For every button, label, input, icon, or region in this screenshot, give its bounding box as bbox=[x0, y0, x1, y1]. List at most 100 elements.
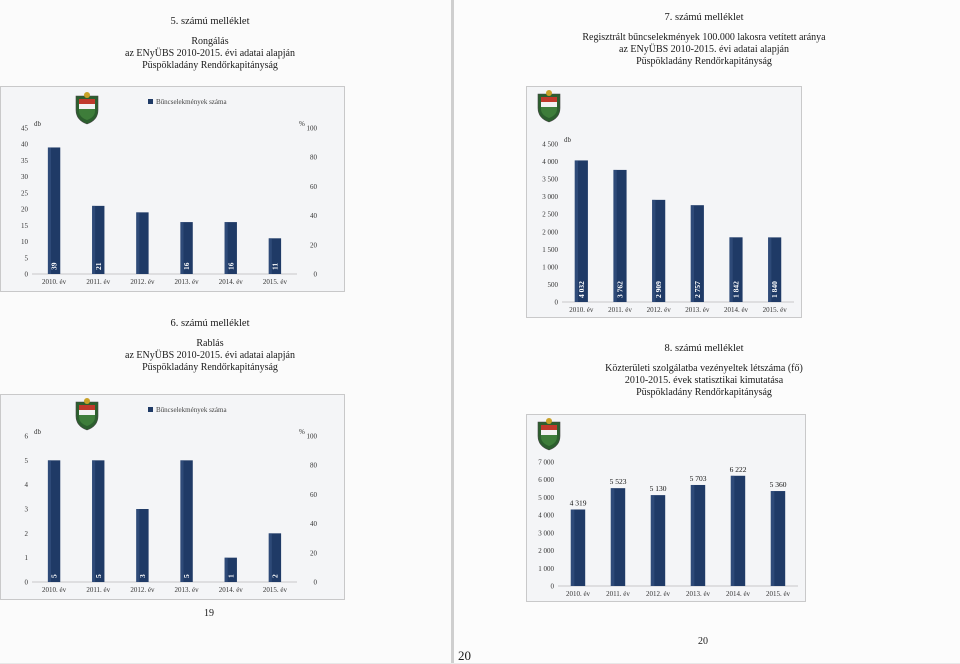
chart8-svg: 0 1 000 2 000 3 000 4 000 5 000 6 000 7 000 4 31… bbox=[526, 414, 806, 602]
chart6-ytick-label: 6 bbox=[25, 433, 29, 441]
chart7-ytick-label: 2 000 bbox=[542, 228, 558, 236]
chart8-value-label: 5 130 bbox=[650, 484, 667, 493]
chart8-ytick-label: 2 000 bbox=[538, 547, 554, 555]
chart5-title-line-3: Püspökladány Rendőrkapitányság bbox=[142, 60, 278, 71]
chart7-bar bbox=[574, 160, 588, 302]
chart7-category-label: 2012. év bbox=[647, 306, 672, 314]
chart5-legend-label: Bűncselekmények száma bbox=[156, 98, 227, 106]
chart5-title-line-1: Rongálás bbox=[191, 36, 229, 47]
chart5-ytick-label: 5 bbox=[25, 254, 29, 262]
chart7-category-label: 2014. év bbox=[724, 306, 749, 314]
chart5-y2tick-label: 100 bbox=[307, 125, 318, 133]
chart5-value-label: 39 bbox=[50, 262, 59, 270]
chart7-value-label: 1 840 bbox=[770, 281, 779, 298]
chart5-y-axis-unit: db bbox=[34, 120, 42, 128]
page-gutter bbox=[451, 0, 455, 663]
chart8-figure: 0 1 000 2 000 3 000 4 000 5 000 6 000 7 000 4 31… bbox=[526, 414, 806, 602]
chart7-bar bbox=[652, 199, 666, 302]
chart8-bar-highlight bbox=[690, 484, 695, 586]
chart8-ytick-label: 1 000 bbox=[538, 565, 554, 573]
chart5-value-label: 16 bbox=[182, 262, 191, 270]
chart5-ytick-label: 40 bbox=[21, 141, 29, 149]
chart6-bar-highlight bbox=[47, 460, 51, 582]
chart7-value-label: 2 757 bbox=[693, 281, 702, 298]
chart5-ytick-label: 0 bbox=[25, 271, 29, 279]
chart7-heading: 7. számú melléklet Regisztrált bűncselek… bbox=[534, 12, 874, 68]
chart8-ytick-label: 3 000 bbox=[538, 529, 554, 537]
chart8-annex-label: 8. számú melléklet bbox=[664, 343, 744, 354]
chart6-category-label: 2011. év bbox=[86, 586, 110, 594]
chart8-title-line-3: Püspökladány Rendőrkapitányság bbox=[636, 387, 772, 398]
chart6-category-label: 2010. év bbox=[42, 586, 67, 594]
chart5-heading: 5. számú melléklet Rongálás az ENyÜBS 20… bbox=[80, 16, 340, 72]
chart7-ytick-label: 3 000 bbox=[542, 193, 558, 201]
chart7-bar-highlight bbox=[690, 205, 695, 302]
chart6-category-label: 2013. év bbox=[175, 586, 200, 594]
chart6-value-label: 5 bbox=[94, 574, 103, 578]
chart8-category-label: 2013. év bbox=[686, 590, 711, 598]
chart8-heading: 8. számú melléklet Közterületi szolgálat… bbox=[524, 343, 884, 399]
chart6-legend-label: Bűncselekmények száma bbox=[156, 406, 227, 414]
chart7-bar-highlight bbox=[768, 237, 772, 302]
chart8-ytick-label: 0 bbox=[551, 583, 555, 591]
chart6-y2-axis-unit: % bbox=[299, 428, 305, 436]
chart8-bar bbox=[730, 475, 746, 586]
chart5-bar-highlight bbox=[47, 147, 51, 274]
chart5-category-label: 2010. év bbox=[42, 278, 67, 286]
chart7-category-label: 2010. év bbox=[569, 306, 594, 314]
chart6-title-line-2: az ENyÜBS 2010-2015. évi adatai alapján bbox=[125, 350, 295, 361]
chart6-category-label: 2014. év bbox=[219, 586, 244, 594]
chart8-bar-highlight bbox=[570, 509, 575, 586]
chart7-value-label: 2 909 bbox=[654, 281, 663, 298]
chart5-category-label: 2015. év bbox=[263, 278, 288, 286]
chart7-annex-label: 7. számú melléklet bbox=[664, 12, 744, 23]
chart6-ytick-label: 4 bbox=[25, 481, 29, 489]
chart8-bar-highlight bbox=[730, 475, 735, 586]
chart5-police-logo-icon bbox=[75, 92, 99, 125]
chart7-value-label: 3 762 bbox=[616, 281, 625, 298]
chart8-bar bbox=[610, 488, 626, 586]
chart7-bar-highlight bbox=[613, 169, 617, 302]
chart5-bar-highlight bbox=[268, 238, 272, 274]
chart5-y2tick-label: 60 bbox=[310, 183, 318, 191]
chart7-ytick-label: 4 000 bbox=[542, 158, 558, 166]
chart5-bar bbox=[180, 222, 193, 274]
chart7-bar-highlight bbox=[574, 160, 579, 302]
chart5-category-label: 2011. év bbox=[86, 278, 110, 286]
chart6-y2tick-label: 0 bbox=[314, 579, 318, 587]
chart7-police-logo-icon bbox=[537, 90, 561, 123]
chart7-ytick-label: 500 bbox=[548, 281, 559, 289]
chart6-ytick-label: 5 bbox=[25, 457, 29, 465]
chart8-bar bbox=[770, 491, 786, 586]
chart7-bar-highlight bbox=[729, 237, 733, 302]
chart8-value-label: 6 222 bbox=[730, 465, 747, 474]
chart5-y2tick-label: 0 bbox=[314, 271, 318, 279]
chart5-legend-swatch bbox=[148, 99, 153, 104]
chart7-bar-highlight bbox=[652, 199, 656, 302]
chart5-ytick-label: 20 bbox=[21, 206, 29, 214]
chart8-title-line-2: 2010-2015. évek statisztikai kimutatása bbox=[624, 375, 784, 386]
chart7-ytick-label: 1 000 bbox=[542, 263, 558, 271]
chart5-ytick-label: 30 bbox=[21, 173, 29, 181]
chart5-annex-label: 5. számú melléklet bbox=[170, 16, 250, 27]
chart8-bar bbox=[650, 495, 666, 586]
chart7-value-label: 1 842 bbox=[732, 281, 741, 298]
chart6-annex-label: 6. számú melléklet bbox=[170, 318, 250, 329]
right-page: 7. számú melléklet Regisztrált bűncselek… bbox=[454, 0, 960, 663]
chart8-ytick-label: 7 000 bbox=[538, 459, 554, 467]
chart6-ytick-label: 2 bbox=[25, 530, 29, 538]
chart8-ytick-label: 4 000 bbox=[538, 512, 554, 520]
chart5-ytick-label: 35 bbox=[21, 157, 29, 165]
chart6-bar bbox=[136, 509, 149, 582]
chart5-ytick-label: 15 bbox=[21, 222, 29, 230]
chart8-bar-highlight bbox=[610, 488, 615, 586]
chart6-title-line-1: Rablás bbox=[196, 338, 224, 349]
chart7-ytick-label: 4 500 bbox=[542, 141, 558, 149]
chart8-bar bbox=[690, 484, 706, 586]
left-page-number: 19 bbox=[204, 608, 214, 619]
chart5-ytick-label: 25 bbox=[21, 189, 29, 197]
chart8-value-label: 5 360 bbox=[770, 480, 787, 489]
chart6-svg: 0 1 2 3 4 5 6 db 0 20 40 60 80 100% Bűncselekmények sz… bbox=[0, 394, 345, 600]
chart7-bar bbox=[690, 205, 704, 302]
chart7-ytick-label: 3 500 bbox=[542, 176, 558, 184]
